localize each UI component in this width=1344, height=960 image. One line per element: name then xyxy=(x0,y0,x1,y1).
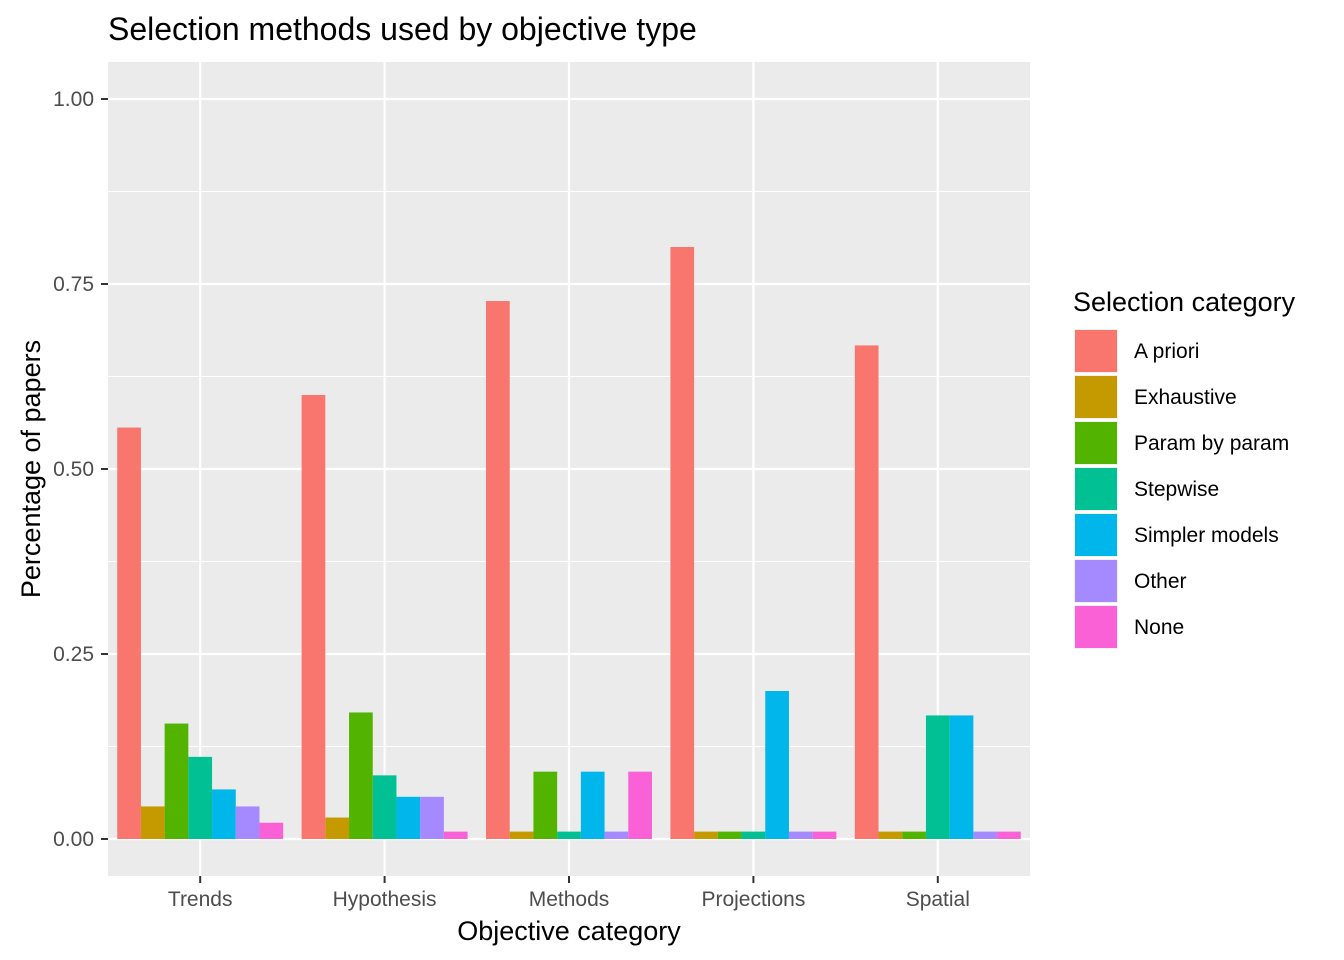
bar xyxy=(443,831,468,839)
x-axis-title: Objective category xyxy=(457,916,681,946)
bar xyxy=(670,247,695,839)
bar xyxy=(509,831,534,839)
legend-label: Stepwise xyxy=(1134,478,1219,501)
legend-title: Selection category xyxy=(1073,287,1296,317)
y-tick-label: 0.50 xyxy=(53,458,94,481)
bar xyxy=(325,817,350,839)
legend-key xyxy=(1075,606,1117,648)
x-tick-label: Hypothesis xyxy=(333,888,437,911)
y-axis-title: Percentage of papers xyxy=(16,340,46,598)
bar xyxy=(349,712,373,839)
bar xyxy=(902,831,926,839)
bar xyxy=(533,771,558,839)
bar xyxy=(140,806,165,839)
x-tick-label: Trends xyxy=(168,888,233,911)
bar xyxy=(604,831,629,839)
y-axis: 0.00 0.25 0.50 0.75 1.00 xyxy=(53,88,108,851)
bar xyxy=(854,345,879,839)
legend-key xyxy=(1075,330,1117,372)
bar xyxy=(420,796,444,839)
bar xyxy=(486,301,510,839)
bar xyxy=(878,831,903,839)
bar xyxy=(765,691,789,839)
bar xyxy=(301,395,326,839)
bar xyxy=(557,831,581,839)
legend-key xyxy=(1075,376,1117,418)
bar xyxy=(949,715,974,839)
legend-label: Param by param xyxy=(1134,432,1289,455)
bar xyxy=(997,831,1021,839)
legend-key xyxy=(1075,422,1117,464)
y-tick-label: 0.00 xyxy=(53,828,94,851)
chart-title: Selection methods used by objective type xyxy=(108,11,697,47)
legend-key xyxy=(1075,560,1117,602)
bar xyxy=(741,831,766,839)
bar xyxy=(580,771,605,839)
bar xyxy=(925,715,950,839)
bar xyxy=(188,756,213,839)
y-tick-label: 0.25 xyxy=(53,643,94,666)
bar xyxy=(212,789,236,839)
bar xyxy=(973,831,998,839)
bar xyxy=(372,775,397,839)
y-tick-label: 1.00 xyxy=(53,88,94,111)
bar xyxy=(235,806,260,839)
legend-label: None xyxy=(1134,616,1184,639)
bar xyxy=(164,723,189,839)
bar xyxy=(396,796,421,839)
legend-label: Exhaustive xyxy=(1134,386,1237,409)
bar xyxy=(628,771,652,839)
x-tick-label: Methods xyxy=(529,888,610,911)
x-axis: Trends Hypothesis Methods Projections Spatia… xyxy=(168,876,970,911)
bar xyxy=(117,427,141,839)
legend-key xyxy=(1075,514,1117,556)
x-tick-label: Projections xyxy=(701,888,805,911)
bar xyxy=(259,822,284,839)
legend: A priori Exhaustive Param by param Stepwise… xyxy=(1074,329,1289,649)
bar xyxy=(788,831,813,839)
bars-layer xyxy=(117,247,1021,839)
bar xyxy=(717,831,742,839)
bar xyxy=(694,831,718,839)
x-tick-label: Spatial xyxy=(906,888,970,911)
y-tick-label: 0.75 xyxy=(53,273,94,296)
legend-label: Other xyxy=(1134,570,1187,593)
bar xyxy=(812,831,837,839)
legend-label: A priori xyxy=(1134,340,1199,363)
legend-key xyxy=(1075,468,1117,510)
legend-label: Simpler models xyxy=(1134,524,1279,547)
